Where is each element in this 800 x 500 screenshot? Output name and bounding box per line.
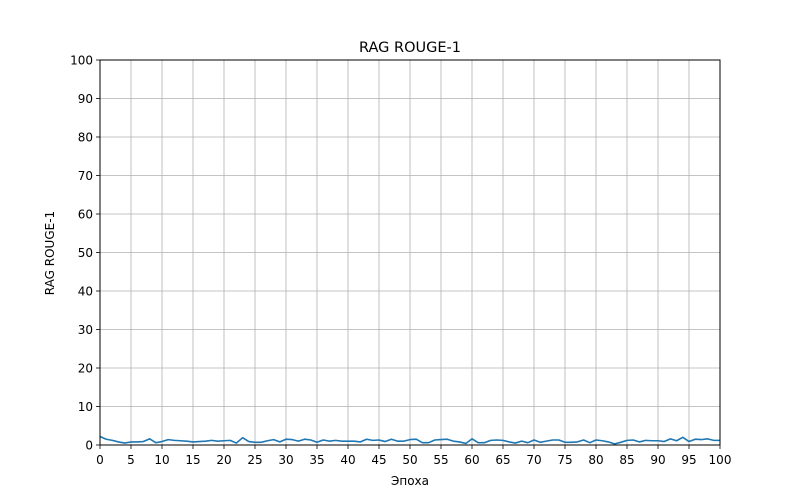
x-tick-label: 65 [495, 453, 510, 467]
x-tick-label: 85 [619, 453, 634, 467]
x-tick-label: 75 [557, 453, 572, 467]
y-tick-label: 50 [78, 246, 93, 260]
grid-lines [99, 59, 721, 446]
x-tick-label: 5 [127, 453, 135, 467]
y-tick-label: 70 [78, 169, 93, 183]
y-tick-label: 40 [78, 285, 93, 299]
x-tick-label: 15 [185, 453, 200, 467]
y-tick-label: 30 [78, 323, 93, 337]
y-tick-label: 80 [78, 131, 93, 145]
x-tick-label: 10 [154, 453, 169, 467]
series-layer [99, 435, 720, 445]
y-tick-label: 100 [70, 54, 93, 68]
y-ticks: 0 10 20 30 40 50 60 70 80 90 100 [70, 54, 100, 453]
x-tick-label: 95 [681, 453, 696, 467]
x-axis-label: Эпоха [391, 474, 429, 488]
y-tick-label: 10 [78, 400, 93, 414]
x-tick-label: 70 [526, 453, 541, 467]
x-tick-label: 0 [96, 453, 104, 467]
y-tick-label: 90 [78, 92, 93, 106]
x-tick-label: 100 [709, 453, 732, 467]
x-tick-label: 40 [340, 453, 355, 467]
x-tick-label: 45 [371, 453, 386, 467]
x-tick-label: 50 [402, 453, 417, 467]
y-axis-label: RAG ROUGE-1 [43, 211, 57, 295]
x-tick-label: 55 [433, 453, 448, 467]
chart-title: RAG ROUGE-1 [359, 40, 461, 56]
x-tick-label: 25 [247, 453, 262, 467]
x-tick-label: 30 [278, 453, 293, 467]
y-tick-label: 0 [85, 439, 93, 453]
x-tick-label: 80 [588, 453, 603, 467]
x-tick-label: 20 [216, 453, 231, 467]
y-tick-label: 20 [78, 362, 93, 376]
x-ticks: 0 5 10 15 20 25 30 35 40 45 50 55 60 65 70 75 80 85 90 95 10… [96, 445, 731, 467]
y-tick-label: 60 [78, 208, 93, 222]
x-tick-label: 35 [309, 453, 324, 467]
x-tick-label: 60 [464, 453, 479, 467]
series-line-0 [99, 435, 720, 445]
x-tick-label: 90 [650, 453, 665, 467]
